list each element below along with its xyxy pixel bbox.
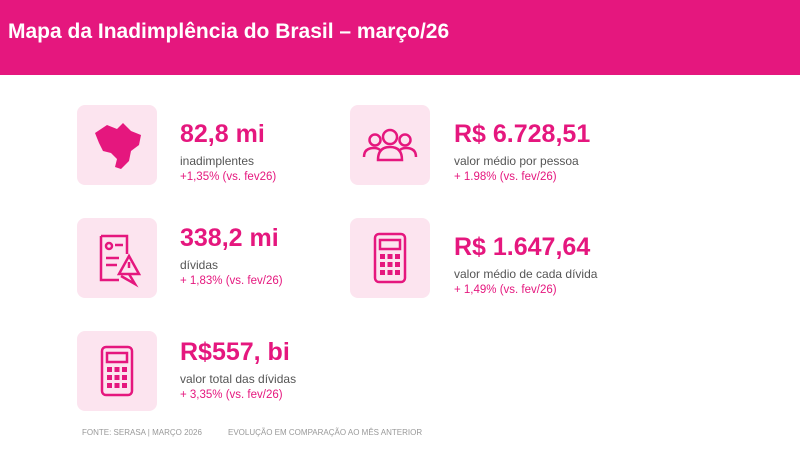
- footnote: EVOLUÇÃO EM COMPARAÇÃO AO MÊS ANTERIOR: [228, 428, 423, 437]
- card-value: R$ 1.647,64: [454, 233, 591, 261]
- card-label: inadimplentes: [180, 154, 255, 168]
- people-icon: [350, 105, 430, 185]
- card-label: valor médio de cada dívida: [454, 267, 598, 281]
- card: 82,8 mi inadimplentes +1,35% (vs. fev26): [180, 119, 276, 185]
- card-change: + 1.98% (vs. fev/26): [454, 171, 557, 183]
- card-label: dívidas: [180, 258, 219, 272]
- card-value: R$557, bi: [180, 338, 290, 366]
- card-label: valor total das dívidas: [180, 372, 297, 386]
- card: R$ 1.647,64 valor médio de cada dívida +…: [454, 232, 597, 298]
- header: Mapa da Inadimplência do Brasil – março/…: [0, 0, 800, 75]
- document-icon: [77, 218, 157, 298]
- title: Mapa da Inadimplência do Brasil – março/…: [8, 20, 450, 43]
- card-value: 82,8 mi: [180, 120, 265, 148]
- card-change: +1,35% (vs. fev26): [180, 171, 277, 183]
- card-change: + 1,83% (vs. fev/26): [180, 275, 283, 287]
- card: R$ 6.728,51 valor médio por pessoa + 1.9…: [454, 119, 590, 185]
- card-label: valor médio por pessoa: [454, 154, 579, 168]
- source: FONTE: SERASA | MARÇO 2026: [82, 428, 202, 437]
- calculator-icon: [350, 218, 430, 298]
- card-change: + 1,49% (vs. fev/26): [454, 284, 557, 296]
- card: 338,2 mi dívidas + 1,83% (vs. fev/26): [180, 223, 283, 289]
- card-change: + 3,35% (vs. fev/26): [180, 389, 283, 401]
- card-value: 338,2 mi: [180, 224, 279, 252]
- map-icon: [77, 105, 157, 185]
- calculator-icon: [77, 331, 157, 411]
- card-value: R$ 6.728,51: [454, 120, 591, 148]
- card: R$557, bi valor total das dívidas + 3,35…: [180, 337, 296, 403]
